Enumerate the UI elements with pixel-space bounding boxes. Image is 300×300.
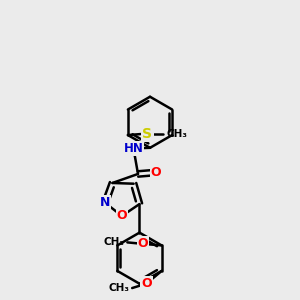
Text: HN: HN: [124, 142, 143, 155]
Text: O: O: [117, 209, 127, 222]
Text: O: O: [138, 237, 148, 250]
Text: N: N: [100, 196, 110, 209]
Text: CH₃: CH₃: [166, 128, 187, 139]
Text: O: O: [141, 277, 152, 290]
Text: S: S: [142, 127, 152, 140]
Text: O: O: [151, 166, 161, 179]
Text: CH₃: CH₃: [109, 283, 130, 293]
Text: CH₃: CH₃: [104, 237, 125, 248]
